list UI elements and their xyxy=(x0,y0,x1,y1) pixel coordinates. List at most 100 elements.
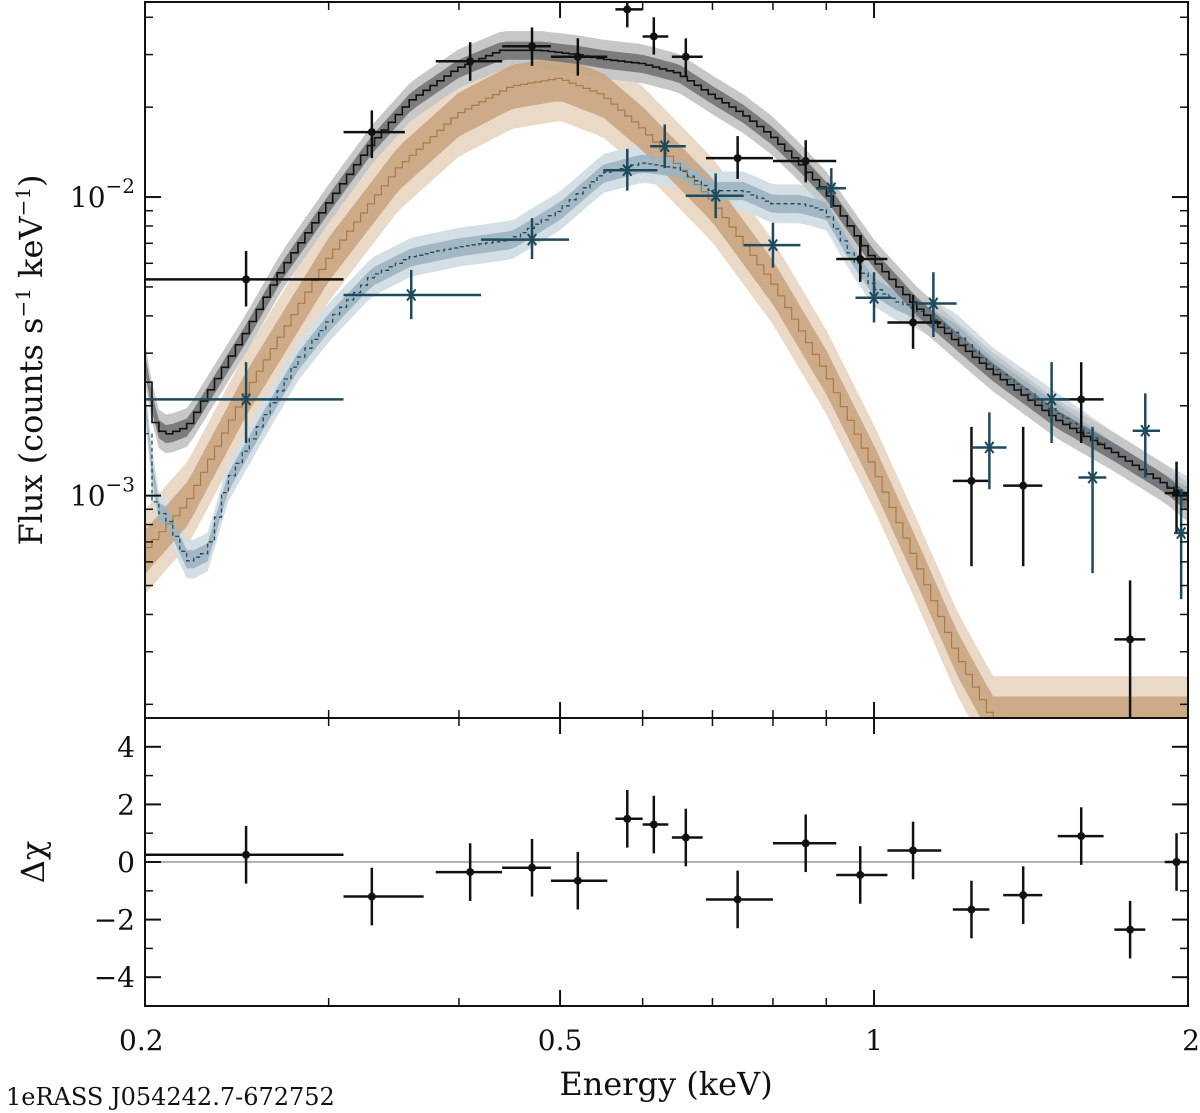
background-star-marker xyxy=(1138,424,1153,437)
source-marker xyxy=(909,318,918,327)
residual-marker xyxy=(367,892,376,901)
residual-point xyxy=(435,843,503,901)
background-data-point xyxy=(855,272,892,323)
source-data-point xyxy=(952,426,990,567)
total-model-line xyxy=(145,49,1188,501)
background-star-marker xyxy=(620,163,635,177)
x-tick-label: 0.5 xyxy=(538,1024,583,1057)
residual-tick-label: 2 xyxy=(117,788,135,821)
residual-point xyxy=(642,795,669,854)
residual-marker xyxy=(909,846,918,855)
residual-marker xyxy=(242,850,251,859)
blackbody-band-outer xyxy=(145,37,1188,718)
source-marker xyxy=(801,157,810,166)
background-data-point xyxy=(650,124,686,169)
background-star-marker xyxy=(867,291,882,304)
residual-axis-ticks: −4 −2 0 2 4 xyxy=(94,718,1189,1006)
source-data-point xyxy=(435,42,503,81)
background-star-marker xyxy=(1174,526,1188,540)
source-data-point xyxy=(642,17,669,55)
background-star-marker xyxy=(404,288,419,302)
background-star-marker xyxy=(824,182,839,195)
source-data-point xyxy=(836,236,888,282)
spectrum-axis-ticks: 10−2 10−3 xyxy=(70,2,1189,718)
model-confidence-bands xyxy=(145,31,1188,718)
background-star-marker xyxy=(765,238,780,252)
x-tick-label: 2 xyxy=(1182,1024,1200,1057)
background-star-marker xyxy=(525,233,540,246)
residual-point xyxy=(836,846,888,904)
residual-marker xyxy=(573,876,582,885)
data-points xyxy=(145,2,1188,718)
residual-marker xyxy=(1019,891,1028,900)
source-marker xyxy=(1077,395,1086,404)
residual-marker xyxy=(1126,925,1135,934)
source-marker xyxy=(967,476,976,485)
residual-marker xyxy=(1077,832,1086,841)
background-data-point xyxy=(685,173,744,219)
background-data-point xyxy=(971,412,1007,490)
background-data-point xyxy=(743,222,801,268)
residual-marker xyxy=(528,863,537,872)
source-data-point xyxy=(615,2,643,28)
residual-point xyxy=(145,826,344,884)
source-marker xyxy=(733,154,742,163)
background-star-marker xyxy=(926,297,941,310)
residual-marker xyxy=(681,833,690,842)
source-marker xyxy=(681,52,690,61)
y-tick-label: 10−2 xyxy=(70,174,135,214)
background-star-marker xyxy=(239,393,254,406)
residuals-panel-frame xyxy=(144,717,1189,1007)
residual-point xyxy=(772,814,837,873)
y-tick-label: 10−3 xyxy=(70,473,135,513)
background-data-point xyxy=(816,168,846,208)
residual-point xyxy=(671,808,703,867)
background-data-point xyxy=(481,218,570,260)
residual-point xyxy=(615,790,643,848)
residual-marker xyxy=(466,868,475,877)
background-data-point xyxy=(343,269,482,320)
residual-tick-label: −2 xyxy=(94,904,135,937)
y-axis-label-flux: Flux (counts s−1 keV−1) xyxy=(11,174,50,545)
residual-marker xyxy=(623,814,632,823)
source-marker xyxy=(1019,481,1028,490)
x-tick-labels: 0.2 0.5 1 2 xyxy=(119,1024,1200,1057)
background-star-marker xyxy=(1085,471,1100,484)
background-star-marker xyxy=(982,441,997,454)
residual-point xyxy=(502,838,551,897)
residual-tick-label: 4 xyxy=(117,731,135,764)
source-marker xyxy=(623,5,632,14)
background-data-point xyxy=(1078,426,1107,574)
background-star-marker xyxy=(657,140,672,153)
residuals-panel: −4 −2 0 2 4 xyxy=(94,717,1189,1007)
x-tick-label: 1 xyxy=(865,1024,883,1057)
background-data-point xyxy=(1174,489,1188,600)
background-data-point xyxy=(1032,362,1070,444)
source-data-point xyxy=(502,27,551,66)
source-marker xyxy=(649,32,658,41)
residual-point xyxy=(550,851,608,910)
model-lines xyxy=(145,49,1188,718)
background-data-point xyxy=(913,272,957,337)
residual-marker xyxy=(801,839,810,848)
source-marker xyxy=(367,128,376,137)
source-data-point xyxy=(1003,426,1043,567)
source-marker xyxy=(242,275,251,284)
spectrum-panel: 10−2 10−3 xyxy=(70,1,1189,719)
source-marker xyxy=(573,52,582,61)
residual-tick-label: 0 xyxy=(117,846,135,879)
residual-marker xyxy=(967,905,976,914)
source-marker xyxy=(466,57,475,66)
residual-point xyxy=(1057,807,1104,865)
residual-point xyxy=(887,821,942,880)
background-data-point xyxy=(1132,393,1160,478)
source-data-point xyxy=(671,38,703,76)
source-marker xyxy=(1126,635,1135,644)
background-star-marker xyxy=(1044,393,1059,406)
background-band-inner xyxy=(145,154,1188,569)
background-star-marker xyxy=(708,189,723,202)
source-data-point xyxy=(1114,580,1146,718)
residual-tick-label: −4 xyxy=(94,961,135,994)
source-data-point xyxy=(772,140,837,183)
